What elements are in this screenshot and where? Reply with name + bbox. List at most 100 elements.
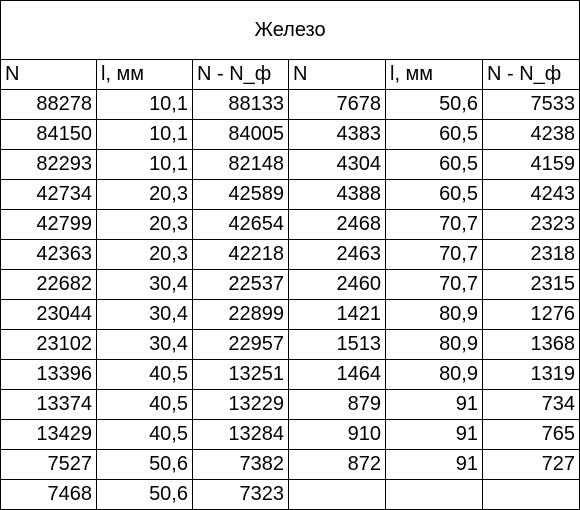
table-cell[interactable]: 30,4 [96,269,193,300]
table-cell[interactable]: 91 [385,449,483,480]
table-cell[interactable]: 1421 [288,299,386,330]
table-cell[interactable]: 13284 [192,419,289,450]
table-cell[interactable]: 88278 [0,89,97,120]
table-cell[interactable]: 1513 [288,329,386,360]
table-cell[interactable]: 765 [481,419,580,450]
table-cell[interactable]: 84005 [192,119,289,150]
table-cell[interactable]: 42734 [0,179,97,210]
table-cell[interactable]: 2468 [288,209,386,240]
table-row: 23102 30,4 22957 1513 80,9 1368 [0,329,580,360]
table-cell[interactable]: 22899 [192,299,289,330]
table-cell[interactable]: 10,1 [96,149,193,180]
table-cell[interactable] [288,479,386,510]
table-cell[interactable]: 60,5 [385,119,483,150]
table-cell[interactable]: 91 [385,419,483,450]
table-cell[interactable]: 13396 [0,359,97,390]
table-row: 84150 10,1 84005 4383 60,5 4238 [0,119,580,150]
header-cell-n[interactable]: N [288,59,386,90]
table-cell[interactable]: 50,6 [96,449,193,480]
table-cell[interactable]: 2318 [481,239,580,270]
table-cell[interactable]: 13251 [192,359,289,390]
table-cell[interactable]: 42589 [192,179,289,210]
table-cell[interactable]: 20,3 [96,179,193,210]
table-cell[interactable]: 7382 [192,449,289,480]
table-cell[interactable]: 60,5 [385,179,483,210]
table-cell[interactable]: 13429 [0,419,97,450]
table-cell[interactable]: 60,5 [385,149,483,180]
table-cell[interactable]: 88133 [192,89,289,120]
table-row: 42363 20,3 42218 2463 70,7 2318 [0,239,580,270]
table-cell[interactable] [385,479,483,510]
table-cell[interactable]: 7468 [0,479,97,510]
table-cell[interactable]: 2460 [288,269,386,300]
table-cell[interactable]: 70,7 [385,209,483,240]
table-cell[interactable]: 10,1 [96,119,193,150]
table-cell[interactable]: 50,6 [385,89,483,120]
table-cell[interactable]: 40,5 [96,389,193,420]
table-cell[interactable]: 2463 [288,239,386,270]
table-row: 82293 10,1 82148 4304 60,5 4159 [0,149,580,180]
table-cell[interactable]: 20,3 [96,239,193,270]
table-cell[interactable]: 22957 [192,329,289,360]
table-cell[interactable]: 7678 [288,89,386,120]
table-cell[interactable]: 82293 [0,149,97,180]
header-cell-n-minus-nf[interactable]: N - N_ф [192,59,289,90]
table-cell[interactable]: 4243 [481,179,580,210]
table-cell[interactable]: 10,1 [96,89,193,120]
table-cell[interactable]: 13374 [0,389,97,420]
table-cell[interactable]: 70,7 [385,239,483,270]
table-cell[interactable]: 30,4 [96,329,193,360]
table-cell[interactable]: 7323 [192,479,289,510]
table-cell[interactable]: 1276 [481,299,580,330]
table-cell[interactable]: 22682 [0,269,97,300]
table-cell[interactable]: 879 [288,389,386,420]
table-cell[interactable]: 734 [481,389,580,420]
table-cell[interactable]: 7533 [481,89,580,120]
table-cell[interactable]: 4383 [288,119,386,150]
header-cell-n-minus-nf[interactable]: N - N_ф [481,59,580,90]
header-cell-length[interactable]: l, мм [385,59,483,90]
table-cell[interactable]: 872 [288,449,386,480]
table-cell[interactable]: 1464 [288,359,386,390]
table-cell[interactable]: 4388 [288,179,386,210]
table-cell[interactable]: 80,9 [385,359,483,390]
table-cell[interactable]: 910 [288,419,386,450]
table-cell[interactable]: 42799 [0,209,97,240]
table-cell[interactable]: 42363 [0,239,97,270]
table-cell[interactable]: 727 [481,449,580,480]
table-cell[interactable]: 91 [385,389,483,420]
table-cell[interactable]: 4159 [481,149,580,180]
table-cell[interactable]: 1368 [481,329,580,360]
table-cell[interactable]: 82148 [192,149,289,180]
table-row: 22682 30,4 22537 2460 70,7 2315 [0,269,580,300]
table-title[interactable]: Железо [0,0,580,60]
table-row: 42734 20,3 42589 4388 60,5 4243 [0,179,580,210]
table-cell[interactable]: 2323 [481,209,580,240]
table-cell[interactable]: 23102 [0,329,97,360]
table-cell[interactable]: 42218 [192,239,289,270]
table-cell[interactable]: 4304 [288,149,386,180]
table-row: 42799 20,3 42654 2468 70,7 2323 [0,209,580,240]
table-cell[interactable]: 50,6 [96,479,193,510]
table-row: 23044 30,4 22899 1421 80,9 1276 [0,299,580,330]
table-cell[interactable]: 2315 [481,269,580,300]
table-cell[interactable]: 80,9 [385,299,483,330]
table-cell[interactable] [481,479,580,510]
header-cell-n[interactable]: N [0,59,97,90]
table-cell[interactable]: 1319 [481,359,580,390]
header-cell-length[interactable]: l, мм [96,59,193,90]
table-cell[interactable]: 13229 [192,389,289,420]
table-cell[interactable]: 30,4 [96,299,193,330]
table-cell[interactable]: 40,5 [96,419,193,450]
table-cell[interactable]: 23044 [0,299,97,330]
table-cell[interactable]: 40,5 [96,359,193,390]
table-cell[interactable]: 84150 [0,119,97,150]
table-row: 13374 40,5 13229 879 91 734 [0,389,580,420]
table-cell[interactable]: 80,9 [385,329,483,360]
table-cell[interactable]: 42654 [192,209,289,240]
table-cell[interactable]: 4238 [481,119,580,150]
table-cell[interactable]: 20,3 [96,209,193,240]
table-cell[interactable]: 70,7 [385,269,483,300]
table-cell[interactable]: 7527 [0,449,97,480]
table-cell[interactable]: 22537 [192,269,289,300]
